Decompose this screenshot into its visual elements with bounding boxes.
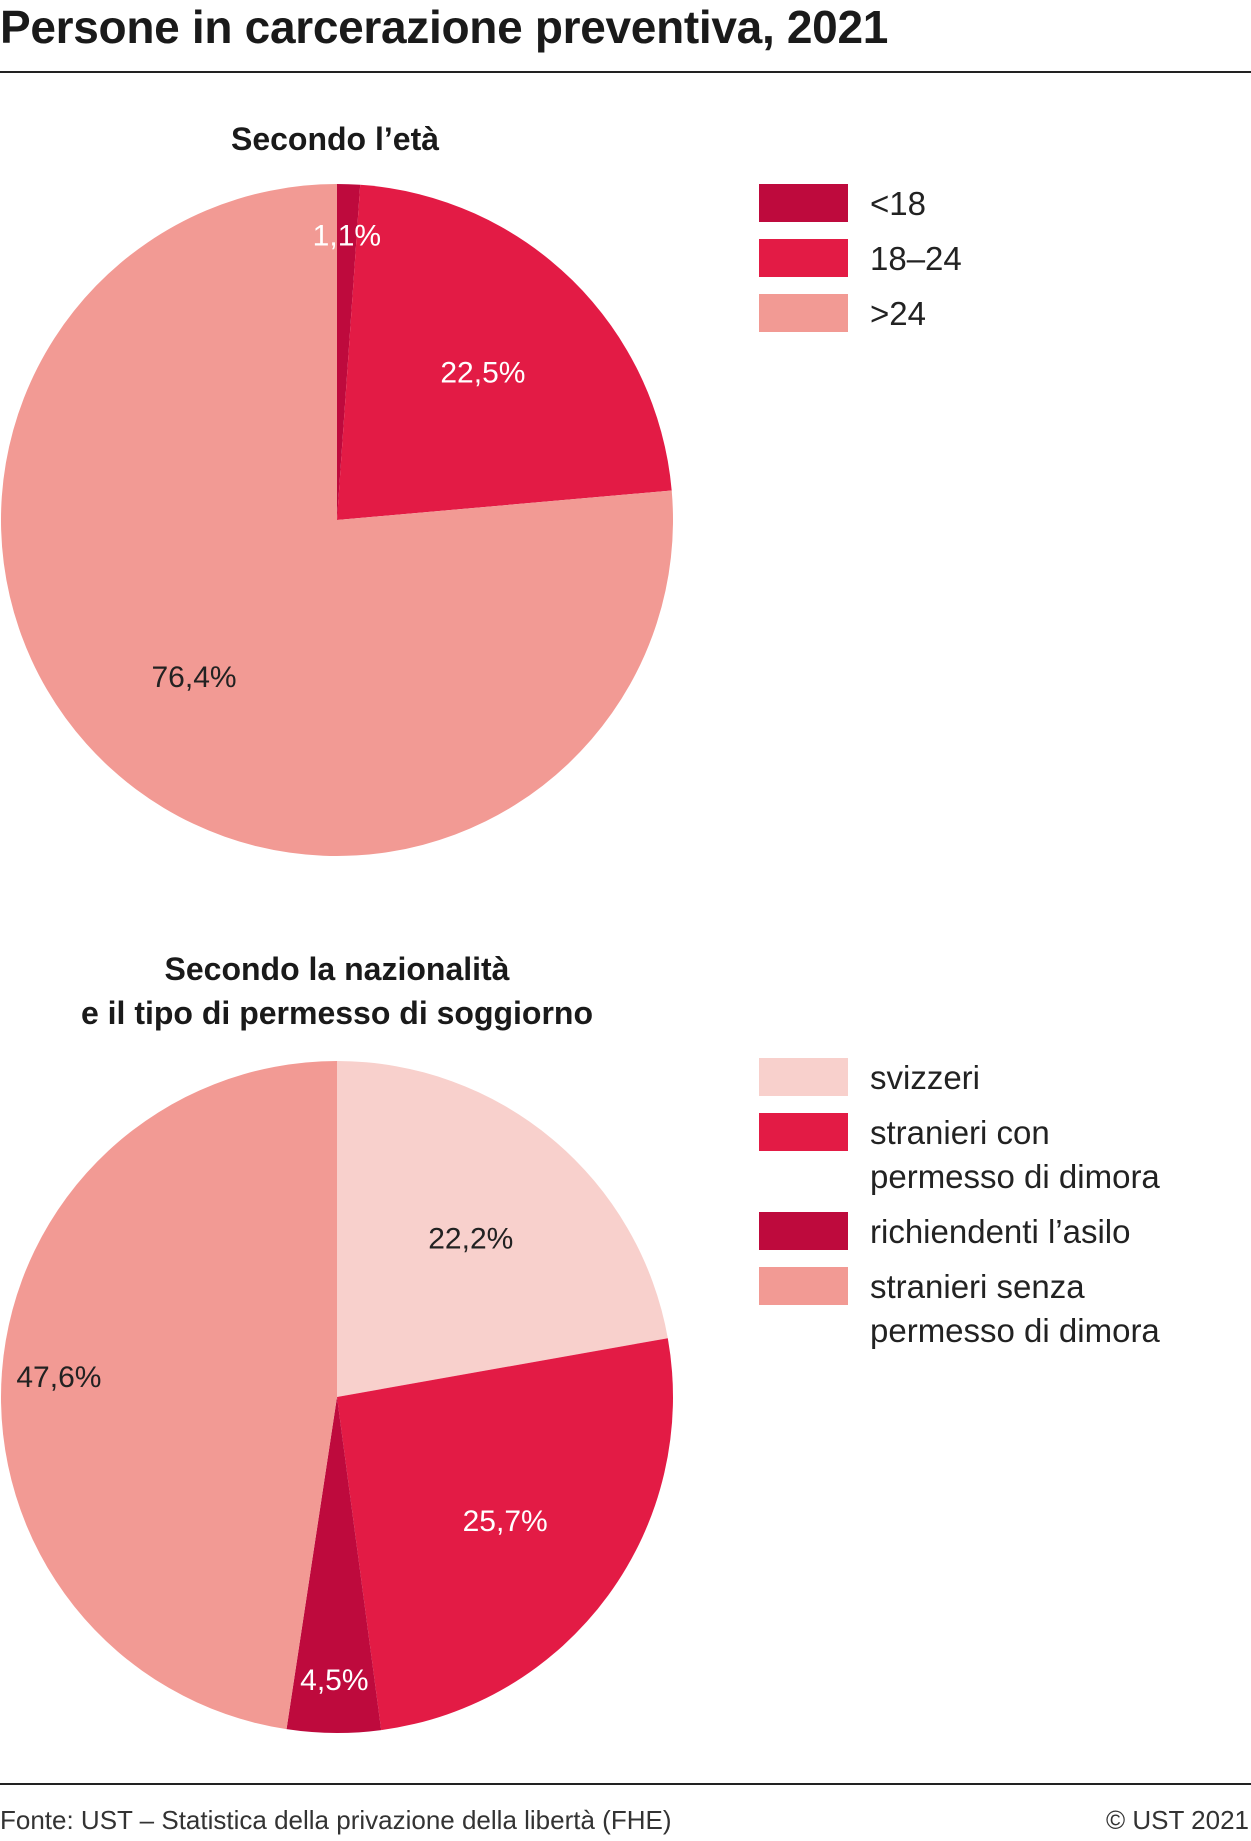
legend-label: richiendenti l’asilo (870, 1213, 1130, 1250)
pie-charts: Secondo l’età 1,1% 22,5% 76,4% <18 18–24 >24 Se… (1, 121, 1160, 1733)
pie-1-slice-label: 22,5% (440, 356, 525, 389)
legend-label: >24 (870, 295, 926, 332)
pie-1-slice (1, 184, 673, 857)
legend-label: permesso di dimora (870, 1158, 1160, 1195)
pie-2-slice-label: 4,5% (300, 1664, 368, 1697)
pie-1-slice-label: 76,4% (152, 661, 237, 694)
legend-label: 18–24 (870, 240, 962, 277)
pie-2-title-line: Secondo la nazionalità (165, 951, 510, 987)
legend-label: <18 (870, 185, 926, 222)
legend-swatch (759, 1267, 848, 1305)
copyright-note: © UST 2021 (1106, 1805, 1249, 1835)
legend-label: permesso di dimora (870, 1312, 1160, 1349)
pie-2-slice-label: 22,2% (428, 1222, 513, 1255)
chart-title: Persone in carcerazione preventiva, 2021 (0, 1, 889, 53)
legend-label: stranieri con (870, 1114, 1050, 1151)
top-rule (0, 71, 1251, 73)
pie-1-slice (337, 184, 361, 520)
legend-label: svizzeri (870, 1059, 980, 1096)
source-note: Fonte: UST – Statistica della privazione… (0, 1805, 672, 1835)
pie-2-slice (1, 1061, 338, 1730)
legend-swatch (759, 239, 848, 277)
bottom-rule (0, 1783, 1251, 1785)
legend-swatch (759, 1058, 848, 1096)
pie-2-slice-label: 25,7% (463, 1505, 548, 1538)
pie-2-title-line: e il tipo di permesso di soggiorno (81, 995, 593, 1031)
pie-2-slice (337, 1338, 674, 1731)
pie-1-slice-label: 1,1% (313, 220, 381, 253)
pie-2-slice-label: 47,6% (16, 1361, 101, 1394)
legend-swatch (759, 1212, 848, 1250)
legend-swatch (759, 294, 848, 332)
pie-1-title-line: Secondo l’età (231, 121, 439, 157)
legend-label: stranieri senza (870, 1268, 1085, 1305)
legend-swatch (759, 1113, 848, 1151)
pie-1-slice (337, 184, 672, 521)
pie-2-slice (337, 1061, 668, 1397)
pie-2-slice (286, 1397, 382, 1733)
legend-swatch (759, 184, 848, 222)
